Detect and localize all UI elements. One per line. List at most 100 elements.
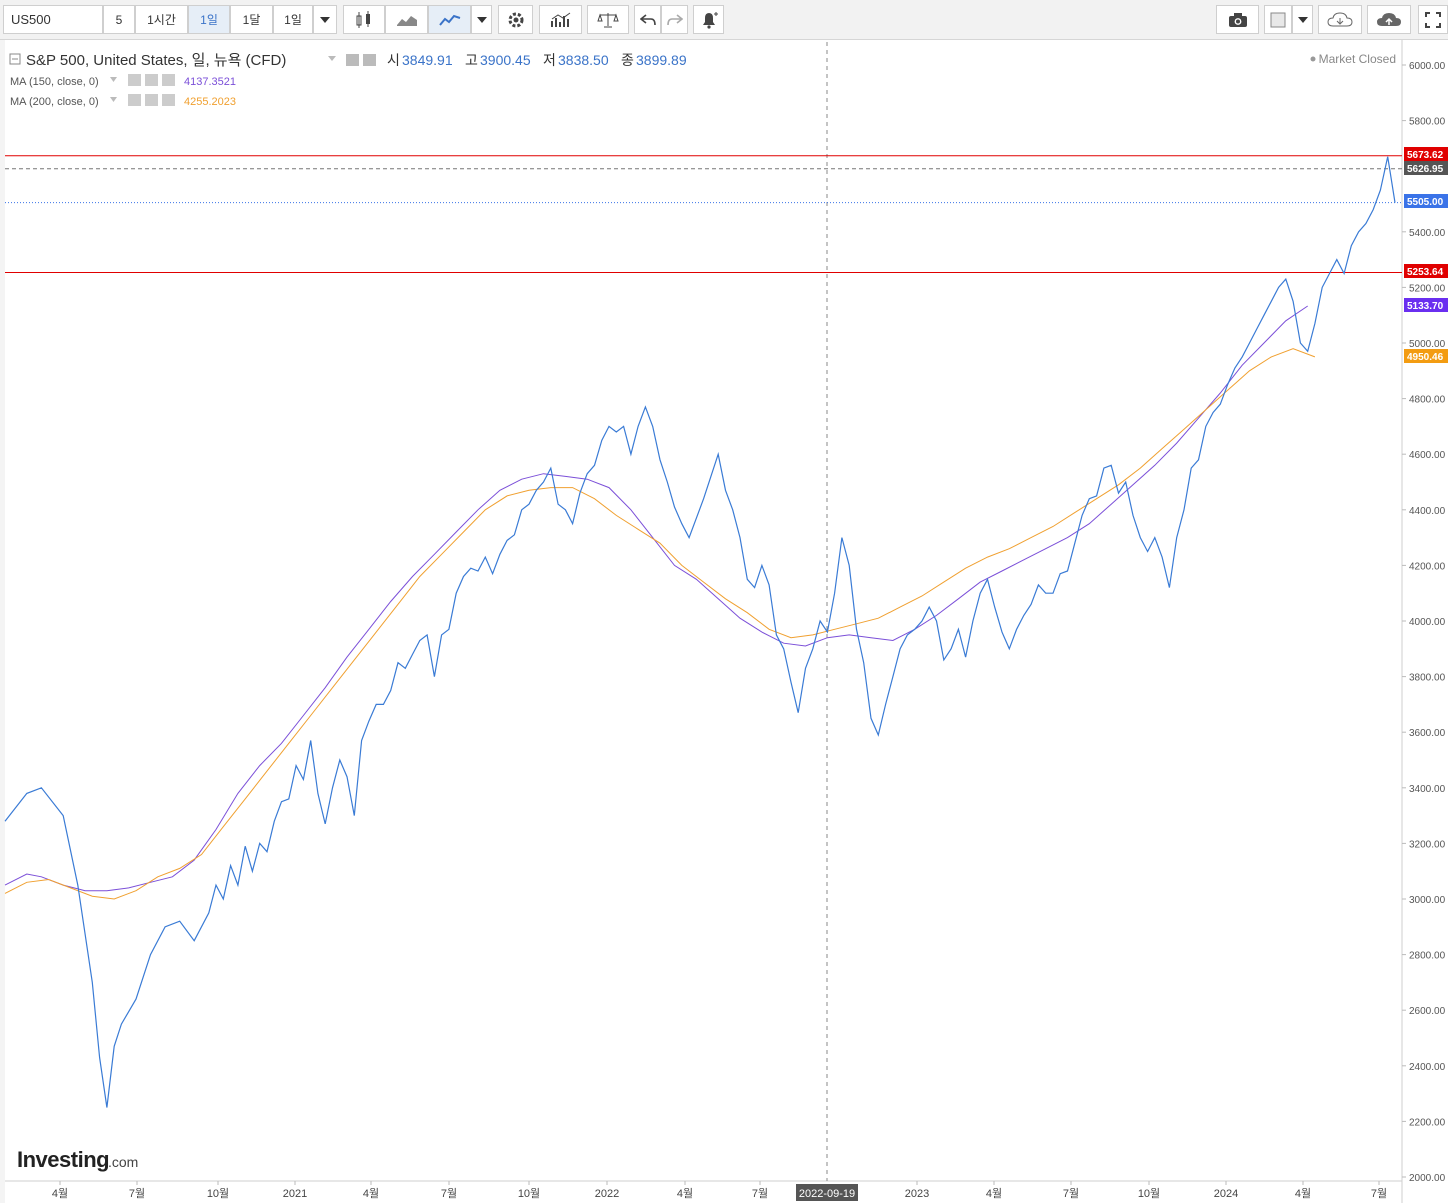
ohlc-value: 3849.91 — [402, 52, 453, 68]
price-tick-label: 5400.00 — [1409, 228, 1446, 239]
time-axis[interactable]: 4월 7월 10월 2021 4월 7월 10월 2022 4월 7월 2023 4월 7월 10월 202… — [52, 1181, 1387, 1200]
candlestick-icon — [356, 10, 370, 28]
price-tag-label: 5626.95 — [1407, 164, 1444, 175]
ma200-value: 4255.2023 — [184, 96, 236, 108]
candle-chart-button[interactable] — [343, 5, 385, 34]
background-color-button[interactable] — [1264, 5, 1292, 34]
ma150-value: 4137.3521 — [184, 76, 236, 88]
price-tag-label: 5505.00 — [1407, 197, 1444, 208]
time-tick-label: 10월 — [207, 1187, 229, 1200]
ohlc-value: 3838.50 — [558, 52, 609, 68]
logo-brand: Investing — [17, 1147, 109, 1172]
interval-1day-button[interactable]: 1일 — [188, 5, 230, 34]
ma150-visibility-icon[interactable] — [128, 74, 141, 86]
price-tag-box — [1404, 264, 1448, 278]
title-dropdown-icon[interactable] — [328, 56, 336, 61]
settings-small-icon[interactable] — [363, 54, 376, 66]
price-tag-label: 5253.64 — [1407, 267, 1444, 278]
color-dropdown-button[interactable] — [1292, 5, 1313, 34]
price-tag-box — [1404, 194, 1448, 208]
undo-button[interactable] — [634, 5, 661, 34]
load-chart-button[interactable] — [1318, 5, 1362, 34]
visibility-icon[interactable] — [346, 54, 359, 66]
price-tick-label: 4800.00 — [1409, 395, 1446, 406]
price-tick-label: 4600.00 — [1409, 450, 1446, 461]
time-tick-label: 4월 — [677, 1187, 693, 1200]
redo-button[interactable] — [661, 5, 688, 34]
market-status-dot — [1310, 56, 1316, 62]
chart-area[interactable]: 6000.00 5800.00 5400.00 5200.00 5000.00 4800.… — [0, 40, 1448, 1203]
screenshot-button[interactable] — [1216, 5, 1259, 34]
interval-dropdown-button[interactable] — [313, 5, 337, 34]
chart-legend: S&P 500, United States, 일, 뉴욕 (CFD) 시 384… — [9, 52, 687, 108]
toolbar: US500 5 1시간 1일 1달 1일 — [0, 0, 1448, 40]
settings-button[interactable] — [498, 5, 533, 34]
symbol-input[interactable]: US500 — [3, 5, 103, 34]
collapse-legend-icon[interactable] — [9, 53, 21, 65]
series-line-2 — [4, 348, 1316, 900]
line-chart-icon — [438, 14, 460, 26]
ohlc-label: 고 — [465, 52, 478, 68]
ma150-settings-icon[interactable] — [145, 74, 158, 86]
price-tick-label: 4400.00 — [1409, 506, 1446, 517]
price-tick-label: 3800.00 — [1409, 673, 1446, 684]
ma200-settings-icon[interactable] — [145, 94, 158, 106]
chart-type-dropdown-button[interactable] — [471, 5, 492, 34]
time-tick-label: 4월 — [1295, 1187, 1311, 1200]
fullscreen-button[interactable] — [1418, 5, 1448, 34]
horizontal-lines[interactable] — [5, 155, 1402, 273]
time-tick-label: 7월 — [129, 1187, 145, 1200]
time-tick-label: 10월 — [1138, 1187, 1160, 1200]
redo-icon — [666, 13, 683, 25]
time-tick-label: 10월 — [518, 1187, 540, 1200]
time-tick-label: 4월 — [986, 1187, 1002, 1200]
indicators-button[interactable] — [539, 5, 582, 34]
line-chart-button[interactable] — [428, 5, 471, 34]
ohlc-label: 시 — [387, 52, 400, 68]
ma200-remove-icon[interactable] — [162, 94, 175, 106]
scale-icon — [597, 12, 619, 27]
cloud-upload-icon — [1377, 12, 1401, 26]
ma200-dropdown-icon[interactable] — [110, 97, 117, 102]
cloud-download-icon — [1327, 11, 1353, 26]
price-tag-label: 5673.62 — [1407, 150, 1444, 161]
ohlc-label: 종 — [621, 52, 634, 68]
price-tick-label: 2600.00 — [1409, 1006, 1446, 1017]
ma150-label: MA (150, close, 0) — [10, 76, 99, 88]
instrument-title: S&P 500, United States, 일, 뉴욕 (CFD) — [26, 52, 286, 69]
time-tick-label: 7월 — [441, 1187, 457, 1200]
time-tick-label: 7월 — [1063, 1187, 1079, 1200]
crosshair-date-box — [796, 1184, 858, 1201]
price-tag-box — [1404, 147, 1448, 161]
area-chart-button[interactable] — [385, 5, 428, 34]
price-tick-label: 3600.00 — [1409, 728, 1446, 739]
bell-plus-icon — [702, 11, 718, 29]
price-tick-label: 3400.00 — [1409, 784, 1446, 795]
price-tag-label: 4950.46 — [1407, 352, 1444, 363]
compare-button[interactable] — [587, 5, 629, 34]
ohlc-value: 3899.89 — [636, 52, 687, 68]
interval-1month-button[interactable]: 1달 — [230, 5, 273, 34]
ma200-visibility-icon[interactable] — [128, 94, 141, 106]
price-tick-label: 3000.00 — [1409, 895, 1446, 906]
interval-5min-button[interactable]: 5 — [103, 5, 135, 34]
price-tick-label: 3200.00 — [1409, 839, 1446, 850]
price-tag-box — [1404, 161, 1448, 175]
ma150-remove-icon[interactable] — [162, 74, 175, 86]
price-axis[interactable]: 6000.00 5800.00 5400.00 5200.00 5000.00 4800.… — [1402, 61, 1446, 1184]
price-tick-label: 4200.00 — [1409, 561, 1446, 572]
price-tick-label: 2200.00 — [1409, 1117, 1446, 1128]
ma150-dropdown-icon[interactable] — [110, 77, 117, 82]
area-chart-icon — [396, 15, 417, 26]
time-tick-label: 2022 — [595, 1188, 619, 1200]
price-tick-label: 2000.00 — [1409, 1173, 1446, 1184]
price-tick-label: 5000.00 — [1409, 339, 1446, 350]
save-chart-button[interactable] — [1367, 5, 1411, 34]
interval-current-button[interactable]: 1일 — [273, 5, 313, 34]
price-tag-box — [1404, 349, 1448, 363]
alert-button[interactable] — [693, 5, 724, 34]
interval-1hour-button[interactable]: 1시간 — [135, 5, 188, 34]
chevron-down-icon — [476, 16, 487, 23]
series-layer — [4, 156, 1396, 1108]
price-tag-label: 5133.70 — [1407, 301, 1444, 312]
